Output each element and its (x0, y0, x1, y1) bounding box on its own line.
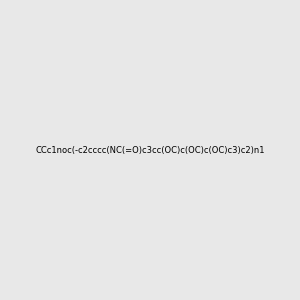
Text: CCc1noc(-c2cccc(NC(=O)c3cc(OC)c(OC)c(OC)c3)c2)n1: CCc1noc(-c2cccc(NC(=O)c3cc(OC)c(OC)c(OC)… (35, 146, 265, 154)
